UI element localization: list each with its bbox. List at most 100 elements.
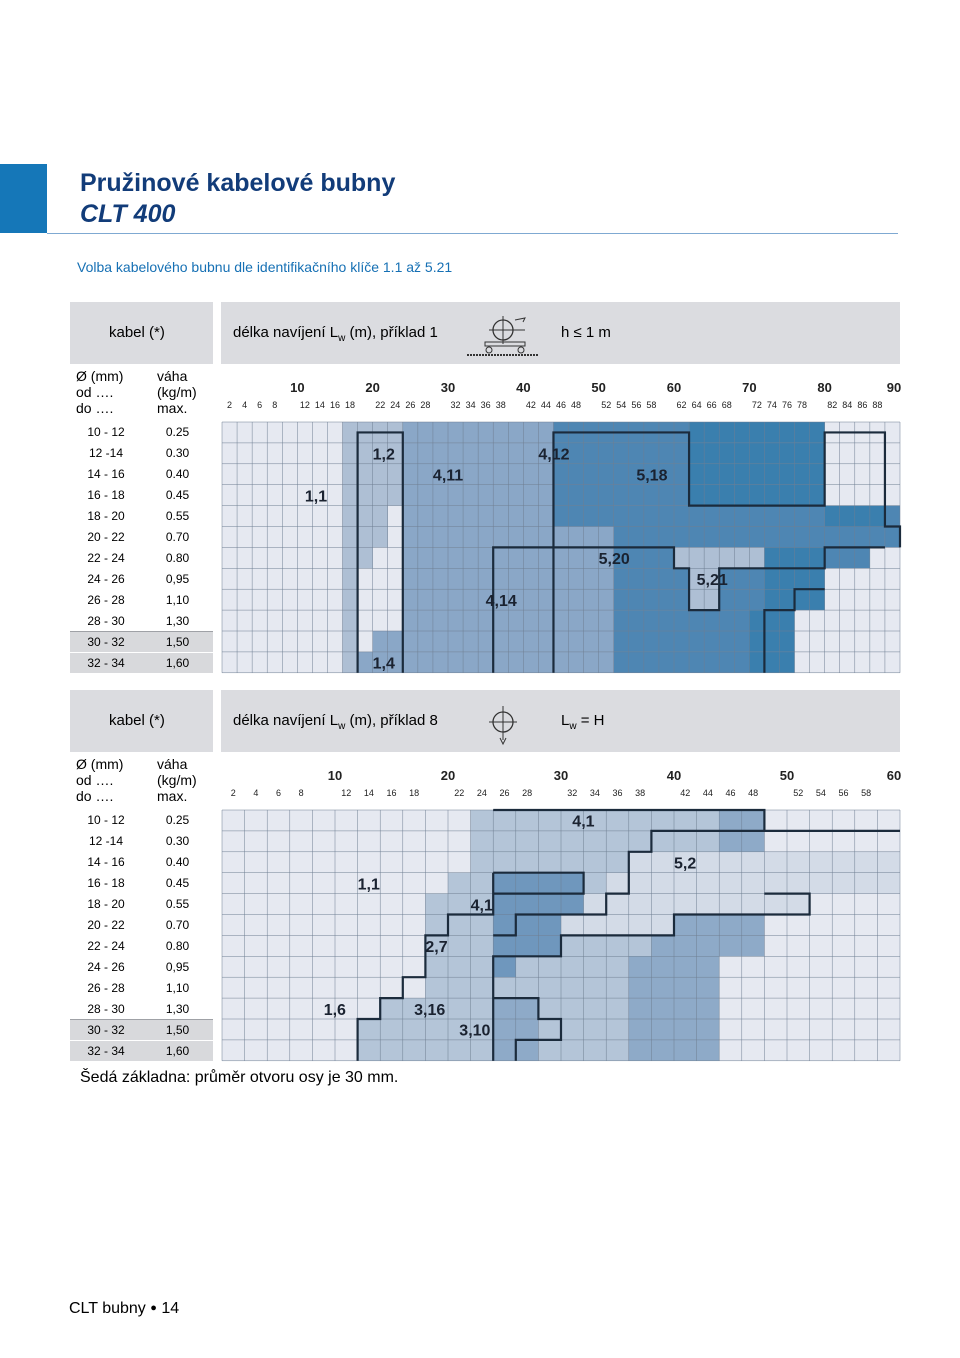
- major-tick-label: 50: [780, 768, 794, 783]
- minor-tick-label: 2: [227, 400, 232, 410]
- weight-cell: 0.45: [142, 484, 213, 506]
- minor-tick-label: 6: [257, 400, 262, 410]
- zone-label: 5,2: [674, 856, 696, 873]
- table-row: 26 - 28 1,10: [70, 977, 213, 999]
- weight-legend: váha (kg/m) max.: [157, 756, 197, 804]
- minor-tick-label: 34: [590, 788, 600, 798]
- table-row: 14 - 16 0.40: [70, 463, 213, 485]
- diameter-cell: 30 - 32: [70, 1019, 142, 1041]
- table-row: 20 - 22 0.70: [70, 914, 213, 936]
- diameter-legend: Ø (mm) od …. do ….: [76, 756, 124, 804]
- minor-tick-label: 8: [272, 400, 277, 410]
- diameter-cell: 26 - 28: [70, 977, 142, 999]
- diameter-cell: 32 - 34: [70, 652, 142, 674]
- table-row: 18 - 20 0.55: [70, 893, 213, 915]
- zone-border: [492, 546, 885, 673]
- diameter-cell: 30 - 32: [70, 631, 142, 653]
- major-tick-label: 30: [441, 380, 455, 395]
- cable-label: kabel (*): [109, 324, 165, 341]
- diameter-cell: 22 - 24: [70, 547, 142, 569]
- weight-cell: 1,50: [142, 1019, 213, 1041]
- minor-tick-label: 6: [276, 788, 281, 798]
- table-row: 12 -14 0.30: [70, 442, 213, 464]
- selection-chart-1: kabel (*) délka navíjení Lw (m), příklad…: [70, 302, 901, 674]
- minor-tick-label: 34: [466, 400, 476, 410]
- minor-tick-label: 44: [703, 788, 713, 798]
- zone-cell: [824, 547, 870, 569]
- minor-tick-label: 28: [420, 400, 430, 410]
- zone-cell: [380, 998, 494, 1019]
- minor-tick-label: 16: [386, 788, 396, 798]
- table-row: 32 - 34 1,60: [70, 652, 213, 674]
- zone-cell: [689, 442, 825, 464]
- cable-label: kabel (*): [109, 712, 165, 729]
- length-label: délka navíjení Lw (m), příklad 8: [233, 712, 438, 732]
- table-row: 18 - 20 0.55: [70, 505, 213, 527]
- table-row: 16 - 18 0.45: [70, 872, 213, 894]
- zone-cell: [651, 914, 765, 936]
- minor-tick-label: 44: [541, 400, 551, 410]
- minor-tick-label: 12: [341, 788, 351, 798]
- weight-cell: 0.40: [142, 463, 213, 485]
- weight-cell: 1,60: [142, 652, 213, 674]
- zone-label: 2,7: [425, 939, 447, 956]
- zone-cell: [342, 568, 358, 590]
- diameter-cell: 18 - 20: [70, 505, 142, 527]
- zone-cell: [749, 631, 795, 652]
- length-grid: 10 20 30 40 50 60 70 80 902 4 6 8 12 14 16 18 22 24 26 28 32…: [221, 380, 901, 674]
- zone-label: 3,16: [414, 1002, 445, 1019]
- major-tick-label: 40: [667, 768, 681, 783]
- zone-cell: [357, 651, 554, 673]
- minor-tick-label: 62: [677, 400, 687, 410]
- table-row: 24 - 26 0,95: [70, 956, 213, 978]
- zone-cell: [493, 956, 516, 978]
- diameter-legend: Ø (mm) od …. do ….: [76, 368, 124, 416]
- zone-cell: [884, 505, 900, 527]
- zone-label: 1,1: [358, 876, 380, 893]
- weight-cell: 0.55: [142, 505, 213, 527]
- zone-border: [492, 892, 811, 1061]
- minor-tick-label: 42: [526, 400, 536, 410]
- footer-text: CLT bubny: [69, 1300, 146, 1317]
- zone-cell: [613, 610, 750, 631]
- major-tick-label: 80: [817, 380, 831, 395]
- zone-label: 1,2: [373, 447, 395, 464]
- cable-table: 10 - 12 0.25 12 -14 0.30 14 - 16 0.40 16 - 18 0…: [70, 810, 213, 1062]
- minor-tick-label: 86: [857, 400, 867, 410]
- minor-tick-label: 48: [748, 788, 758, 798]
- minor-tick-label: 68: [722, 400, 732, 410]
- cable-table: 10 - 12 0.25 12 -14 0.30 14 - 16 0.40 16 - 18 0…: [70, 422, 213, 674]
- page-title: Pružinové kabelové bubny CLT 400: [80, 168, 395, 230]
- weight-cell: 1,50: [142, 631, 213, 653]
- condition-label: Lw = H: [561, 712, 605, 732]
- zone-label: 4,11: [433, 468, 463, 485]
- weight-cell: 0.70: [142, 526, 213, 548]
- major-tick-label: 10: [328, 768, 342, 783]
- weight-cell: 0.55: [142, 893, 213, 915]
- minor-tick-label: 4: [253, 788, 258, 798]
- minor-tick-label: 18: [345, 400, 355, 410]
- zone-label: 1,6: [324, 1002, 346, 1019]
- zone-cell: [538, 1039, 561, 1061]
- zone-border: [356, 431, 404, 673]
- header-right-box: délka navíjení Lw (m), příklad 8 Lw = H: [221, 690, 900, 752]
- zone-label: 3,10: [459, 1023, 490, 1040]
- table-row: 10 - 12 0.25: [70, 810, 213, 831]
- zone-label: 5,18: [636, 468, 667, 485]
- minor-tick-label: 58: [646, 400, 656, 410]
- weight-cell: 0.30: [142, 830, 213, 852]
- zone-label: 4,14: [486, 593, 517, 610]
- zone-cell: [493, 935, 561, 957]
- diameter-cell: 16 - 18: [70, 484, 142, 506]
- diameter-cell: 18 - 20: [70, 893, 142, 915]
- zone-border: [493, 997, 563, 1061]
- minor-tick-label: 32: [451, 400, 461, 410]
- zone-cell: [425, 956, 629, 978]
- major-tick-label: 70: [742, 380, 756, 395]
- zone-cell: [561, 914, 674, 936]
- minor-tick-label: 14: [315, 400, 325, 410]
- title-text: Pružinové kabelové bubny: [80, 169, 396, 197]
- diameter-cell: 14 - 16: [70, 851, 142, 873]
- zone-cell: [538, 998, 561, 1019]
- minor-tick-label: 54: [816, 788, 826, 798]
